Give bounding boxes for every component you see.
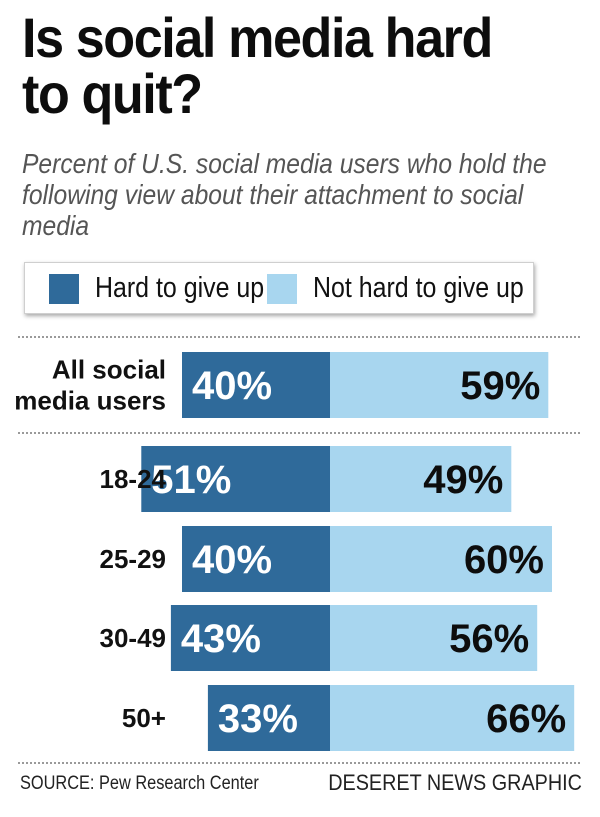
divider-top (18, 336, 580, 338)
data-label-not-hard-3: 56% (449, 617, 529, 661)
category-label-2: 25-29 (100, 544, 167, 574)
bar-hard-0 (182, 352, 330, 418)
chart-subtitle: Percent of U.S. social media users who h… (22, 148, 547, 241)
legend-label-not-hard: Not hard to give up (313, 272, 524, 304)
category-label-0-line-0: All social (52, 355, 166, 385)
data-label-hard-0: 40% (192, 364, 272, 408)
bar-not-hard-1 (330, 446, 512, 512)
bar-not-hard-4 (330, 685, 575, 751)
data-label-not-hard-2: 60% (464, 538, 544, 582)
category-label-1: 18-24 (100, 464, 167, 494)
category-label-3: 30-49 (100, 623, 167, 653)
bar-hard-3 (170, 605, 330, 671)
graphic-credit: DESERET NEWS GRAPHIC (328, 770, 582, 795)
data-label-not-hard-0: 59% (460, 364, 540, 408)
chart-title: Is social media hard to quit? (22, 6, 493, 125)
category-label-4: 50+ (122, 703, 166, 733)
data-label-not-hard-1: 49% (423, 458, 503, 502)
divider-after-all-users (18, 432, 580, 434)
legend: Hard to give up Not hard to give up (24, 262, 534, 314)
data-label-hard-4: 33% (218, 697, 298, 741)
bar-not-hard-3 (330, 605, 538, 671)
data-label-hard-1: 51% (151, 458, 231, 502)
bar-not-hard-2 (330, 526, 552, 592)
legend-label-hard: Hard to give up (95, 272, 265, 304)
category-label-0-line-1: media users (14, 386, 166, 416)
data-label-hard-3: 43% (181, 617, 261, 661)
source-note: SOURCE: Pew Research Center (20, 773, 259, 794)
bar-hard-1 (141, 446, 330, 512)
divider-bottom (18, 762, 580, 764)
bar-hard-2 (182, 526, 330, 592)
data-label-hard-2: 40% (192, 538, 272, 582)
data-label-not-hard-4: 66% (486, 697, 566, 741)
bar-not-hard-0 (330, 352, 549, 418)
legend-swatch-not-hard (267, 274, 297, 304)
bar-hard-4 (207, 685, 330, 751)
legend-swatch-hard (49, 274, 79, 304)
